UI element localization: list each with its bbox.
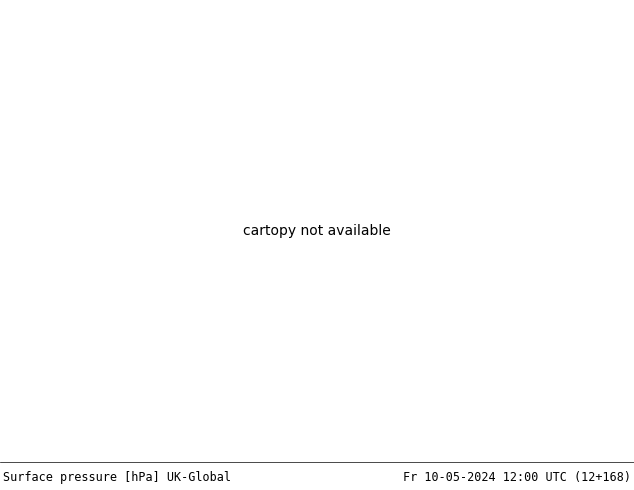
Text: Fr 10-05-2024 12:00 UTC (12+168): Fr 10-05-2024 12:00 UTC (12+168) bbox=[403, 471, 631, 484]
Text: Surface pressure [hPa] UK-Global: Surface pressure [hPa] UK-Global bbox=[3, 471, 231, 484]
Text: cartopy not available: cartopy not available bbox=[243, 224, 391, 238]
